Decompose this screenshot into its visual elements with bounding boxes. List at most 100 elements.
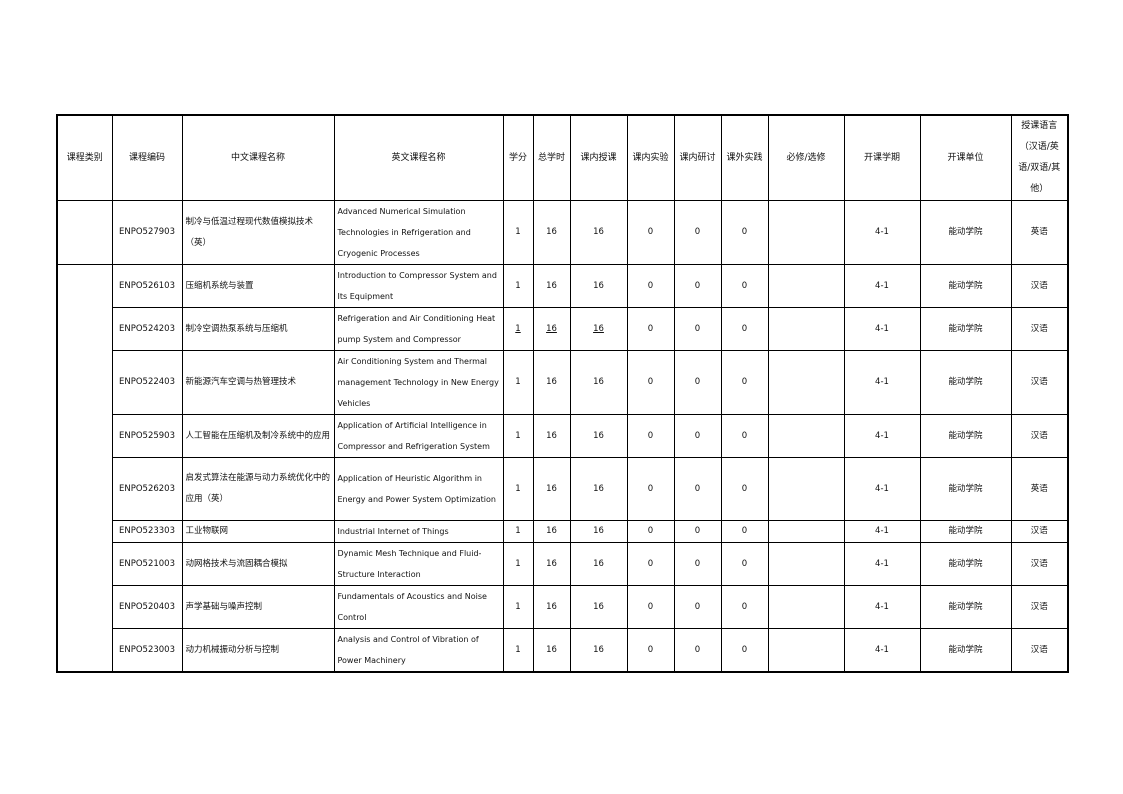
cell-lang: 汉语: [1010, 520, 1069, 543]
cell-seminar: 0: [673, 264, 722, 308]
cell-lang: 汉语: [1010, 542, 1069, 586]
cell-lang: 英语: [1010, 457, 1069, 521]
cell-unit: 能动学院: [919, 457, 1012, 521]
table-row: ENPO527903 制冷与低温过程现代数值模拟技术（英） Advanced Num…: [56, 200, 1069, 265]
cell-unit: 能动学院: [919, 542, 1012, 586]
cell-lecture: 16: [569, 264, 628, 308]
cell-credit: 1: [502, 264, 534, 308]
cell-code: ENPO524203: [111, 307, 183, 351]
course-table: 课程类别 课程编码 中文课程名称 英文课程名称 学分 总学时 课内授课 课内实验 课内研讨 课外实…: [56, 114, 1069, 673]
cell-unit: 能动学院: [919, 520, 1012, 543]
cell-seminar: 0: [673, 542, 722, 586]
cell-hours: 16: [532, 542, 571, 586]
cell-seminar: 0: [673, 628, 722, 673]
cell-cn: 动力机械振动分析与控制: [181, 628, 335, 673]
cell-req: [767, 457, 845, 521]
table-row: ENPO523003 动力机械振动分析与控制 Analysis and Contro…: [57, 628, 1069, 673]
cell-req: [767, 307, 845, 351]
cell-credit: 1: [502, 414, 534, 458]
column-header: 课程类别: [56, 114, 113, 201]
cell-en: Fundamentals of Acoustics and Noise Cont…: [333, 585, 504, 629]
cell-en: Industrial Internet of Things: [333, 520, 504, 543]
cell-en: Advanced Numerical Simulation Technologi…: [333, 200, 504, 265]
cell-code: ENPO525903: [111, 414, 183, 458]
cell-seminar: 0: [673, 585, 722, 629]
header-row: 课程类别 课程编码 中文课程名称 英文课程名称 学分 总学时 课内授课 课内实验 课内研讨 课外实…: [56, 114, 1069, 201]
cell-en: Analysis and Control of Vibration of Pow…: [333, 628, 504, 673]
column-header: 总学时: [532, 114, 571, 201]
cell-req: [767, 350, 845, 415]
cell-lang: 汉语: [1010, 585, 1069, 629]
cell-seminar: 0: [673, 520, 722, 543]
table-row: ENPO526103 压缩机系统与装置 Introduction to Compre…: [56, 264, 1069, 673]
cell-lab: 0: [626, 520, 675, 543]
cell-credit: 1: [502, 457, 534, 521]
cell-code: ENPO522403: [111, 350, 183, 415]
cell-req: [767, 628, 845, 673]
cell-req: [767, 585, 845, 629]
cell-req: [767, 542, 845, 586]
cell-seminar: 0: [673, 200, 722, 265]
cell-term: 4-1: [843, 457, 921, 521]
cell-cn: 制冷与低温过程现代数值模拟技术（英）: [181, 200, 335, 265]
cell-practice: 0: [720, 628, 769, 673]
cell-req: [767, 200, 845, 265]
cell-seminar: 0: [673, 307, 722, 351]
cell-credit: 1: [502, 542, 534, 586]
cell-lecture: 16: [569, 414, 628, 458]
column-header: 开课学期: [843, 114, 921, 201]
column-header: 必修/选修: [767, 114, 845, 201]
cell-hours: 16: [532, 350, 571, 415]
cell-credit: 1: [502, 585, 534, 629]
category-cell: [56, 200, 113, 265]
cell-cn: 人工智能在压缩机及制冷系统中的应用: [181, 414, 335, 458]
cell-unit: 能动学院: [919, 585, 1012, 629]
column-header: 课内实验: [626, 114, 675, 201]
cell-lecture: 16: [569, 307, 628, 351]
cell-cn: 压缩机系统与装置: [181, 264, 335, 308]
table-row: ENPO521003 动网格技术与流固耦合模拟 Dynamic Mesh Techn…: [57, 542, 1069, 586]
cell-lang: 汉语: [1010, 307, 1069, 351]
cell-lab: 0: [626, 542, 675, 586]
cell-practice: 0: [720, 264, 769, 308]
cell-lab: 0: [626, 264, 675, 308]
cell-practice: 0: [720, 520, 769, 543]
cell-cn: 动网格技术与流固耦合模拟: [181, 542, 335, 586]
cell-hours: 16: [532, 264, 571, 308]
cell-hours: 16: [532, 457, 571, 521]
category-cell: [56, 264, 113, 673]
table-row: ENPO526203 启发式算法在能源与动力系统优化中的应用（英） Applicat…: [57, 457, 1069, 521]
cell-term: 4-1: [843, 264, 921, 308]
column-header: 开课单位: [919, 114, 1012, 201]
cell-term: 4-1: [843, 350, 921, 415]
cell-hours: 16: [532, 585, 571, 629]
cell-unit: 能动学院: [919, 307, 1012, 351]
column-header: 课外实践: [720, 114, 769, 201]
cell-lecture: 16: [569, 520, 628, 543]
cell-seminar: 0: [673, 350, 722, 415]
cell-credit: 1: [502, 350, 534, 415]
cell-cn: 工业物联网: [181, 520, 335, 543]
cell-code: ENPO527903: [111, 200, 183, 265]
column-header: 中文课程名称: [181, 114, 335, 201]
cell-practice: 0: [720, 307, 769, 351]
cell-unit: 能动学院: [919, 264, 1012, 308]
table-row: ENPO525903 人工智能在压缩机及制冷系统中的应用 Application o…: [57, 414, 1069, 458]
cell-lang: 英语: [1010, 200, 1069, 265]
column-header: 课内授课: [569, 114, 628, 201]
cell-practice: 0: [720, 542, 769, 586]
cell-hours: 16: [532, 200, 571, 265]
cell-code: ENPO520403: [111, 585, 183, 629]
cell-code: ENPO523303: [111, 520, 183, 543]
cell-lab: 0: [626, 350, 675, 415]
cell-lang: 汉语: [1010, 628, 1069, 673]
cell-credit: 1: [502, 307, 534, 351]
cell-lab: 0: [626, 457, 675, 521]
cell-lecture: 16: [569, 628, 628, 673]
cell-en: Application of Heuristic Algorithm in En…: [333, 457, 504, 521]
cell-term: 4-1: [843, 200, 921, 265]
cell-unit: 能动学院: [919, 628, 1012, 673]
cell-unit: 能动学院: [919, 350, 1012, 415]
cell-req: [767, 264, 845, 308]
cell-cn: 启发式算法在能源与动力系统优化中的应用（英）: [181, 457, 335, 521]
